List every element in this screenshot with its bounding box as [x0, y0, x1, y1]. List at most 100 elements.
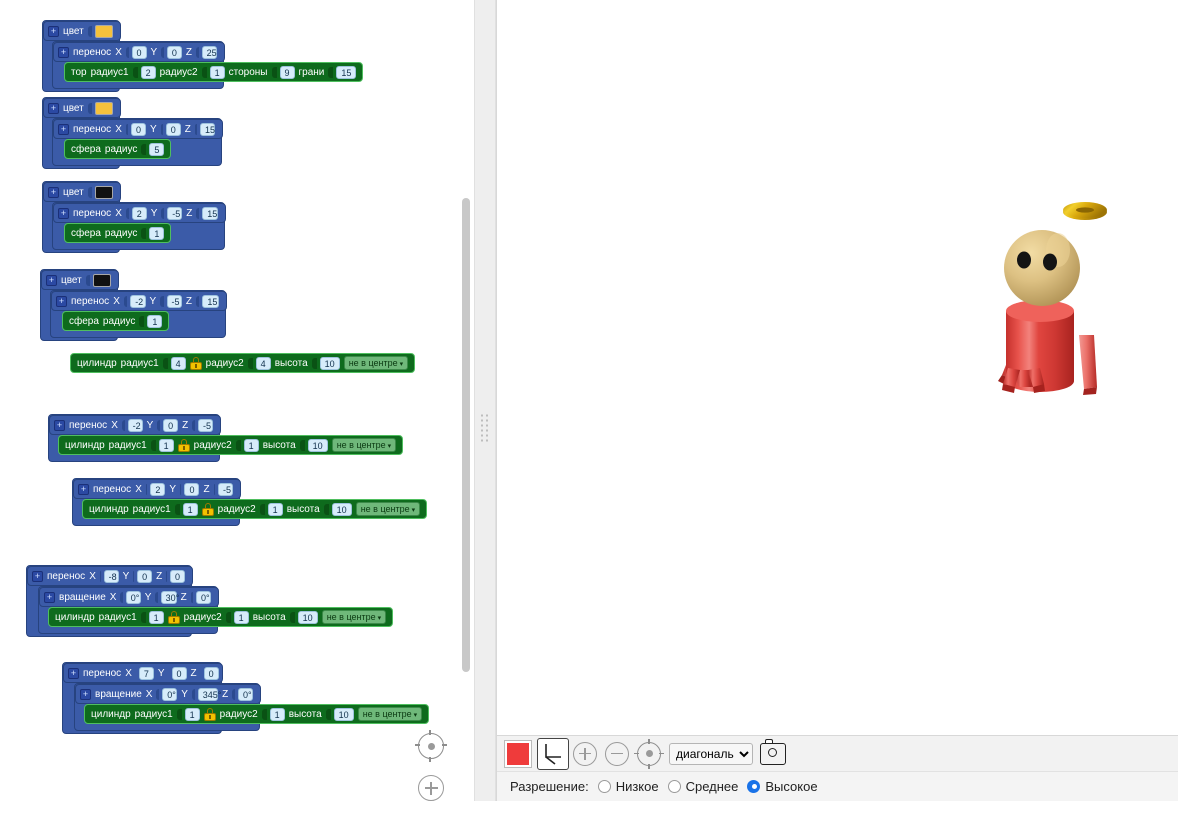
- cylinder-height-input[interactable]: 10: [333, 707, 354, 721]
- lock-icon[interactable]: [177, 438, 190, 452]
- translate-y-input[interactable]: 0: [163, 418, 179, 432]
- sphere-radius-input[interactable]: 1: [147, 314, 163, 328]
- cylinder-radius1-input[interactable]: 1: [182, 502, 198, 516]
- translate-block-eye-left[interactable]: + перенос X -2 Y -5 Z 15: [51, 291, 227, 311]
- color-block-head[interactable]: + цвет: [43, 98, 121, 118]
- cylinder-radius2-input[interactable]: 1: [267, 502, 283, 516]
- cylinder-radius2-input[interactable]: 4: [255, 356, 271, 370]
- rotate-y-input[interactable]: 30°: [160, 590, 179, 604]
- align-dropdown[interactable]: не в центре ▾: [321, 610, 387, 624]
- rotate-block-arm-right[interactable]: + вращение X 0° Y 345° Z 0°: [75, 684, 261, 704]
- translate-x-input[interactable]: 2: [150, 482, 166, 496]
- expander-icon[interactable]: +: [54, 419, 65, 431]
- cylinder-radius2-input[interactable]: 1: [269, 707, 285, 721]
- translate-x-input[interactable]: 7: [138, 666, 154, 680]
- align-dropdown[interactable]: не в центре ▾: [343, 356, 409, 370]
- resolution-option-medium[interactable]: Среднее: [667, 779, 738, 794]
- translate-z-input[interactable]: 0: [203, 666, 219, 680]
- translate-y-input[interactable]: 0: [171, 666, 187, 680]
- color-swatch[interactable]: [95, 101, 113, 115]
- cylinder-radius2-input[interactable]: 1: [233, 610, 249, 624]
- cylinder-block-arm-left[interactable]: цилиндр радиус1 1 радиус2 1 высота 10 не…: [48, 607, 394, 627]
- resolution-option-low[interactable]: Низкое: [597, 779, 659, 794]
- translate-x-input[interactable]: -8: [103, 569, 119, 583]
- rotate-z-input[interactable]: 0°: [237, 687, 253, 701]
- zoom-out-button[interactable]: [601, 737, 633, 770]
- translate-y-input[interactable]: -5: [166, 294, 182, 308]
- translate-y-input[interactable]: 0: [137, 569, 153, 583]
- expander-icon[interactable]: +: [58, 207, 69, 219]
- color-swatch[interactable]: [95, 24, 113, 38]
- translate-block-head[interactable]: + перенос X 0 Y 0 Z 15: [53, 119, 223, 139]
- translate-y-input[interactable]: 0: [184, 482, 200, 496]
- cylinder-height-input[interactable]: 10: [319, 356, 340, 370]
- translate-block-halo[interactable]: + перенос X 0 Y 0 Z 25: [53, 42, 225, 62]
- cylinder-radius1-input[interactable]: 4: [170, 356, 186, 370]
- expander-icon[interactable]: +: [32, 570, 43, 582]
- translate-block-arm-right[interactable]: + перенос X 7 Y 0 Z 0: [63, 663, 223, 683]
- translate-y-input[interactable]: 0: [166, 45, 182, 59]
- axes-toggle-button[interactable]: [537, 737, 569, 770]
- blocks-workspace[interactable]: + цвет + перенос X 0 Y 0 Z 25 тор радиус…: [0, 0, 458, 801]
- splitter-grip-icon[interactable]: [479, 413, 491, 442]
- color-block-eye-right[interactable]: + цвет: [43, 182, 121, 202]
- expander-icon[interactable]: +: [78, 483, 89, 495]
- expander-icon[interactable]: +: [48, 25, 59, 37]
- cylinder-block-leg-right[interactable]: цилиндр радиус1 1 радиус2 1 высота 10 не…: [82, 499, 428, 519]
- expander-icon[interactable]: +: [44, 591, 55, 603]
- workspace-scrollbar[interactable]: [461, 0, 471, 801]
- color-picker-swatch[interactable]: [504, 739, 532, 768]
- align-dropdown[interactable]: не в центре ▾: [357, 707, 423, 721]
- translate-x-input[interactable]: -2: [127, 418, 143, 432]
- color-swatch[interactable]: [93, 273, 111, 287]
- translate-y-input[interactable]: -5: [167, 206, 183, 220]
- viewer-toolbar[interactable]: диагональ: [497, 735, 1178, 771]
- workspace-scrollbar-thumb[interactable]: [462, 198, 470, 672]
- expander-icon[interactable]: +: [58, 123, 69, 135]
- translate-block-arm-left[interactable]: + перенос X -8 Y 0 Z 0: [27, 566, 193, 586]
- radio-icon[interactable]: [667, 780, 681, 793]
- translate-block-leg-right[interactable]: + перенос X 2 Y 0 Z -5: [73, 479, 241, 499]
- expander-icon[interactable]: +: [80, 688, 91, 700]
- cylinder-block-body[interactable]: цилиндр радиус1 4 радиус2 4 высота 10 не…: [70, 353, 416, 373]
- lock-icon[interactable]: [167, 610, 180, 624]
- translate-x-input[interactable]: 0: [131, 45, 147, 59]
- cylinder-block-leg-left[interactable]: цилиндр радиус1 1 радиус2 1 высота 10 не…: [58, 435, 404, 455]
- radio-icon[interactable]: [597, 780, 611, 793]
- center-view-icon[interactable]: [415, 730, 448, 763]
- cylinder-height-input[interactable]: 10: [307, 438, 328, 452]
- cylinder-radius1-input[interactable]: 1: [148, 610, 164, 624]
- translate-z-input[interactable]: 25: [201, 45, 217, 59]
- translate-x-input[interactable]: 2: [131, 206, 147, 220]
- sphere-block-eye-right[interactable]: сфера радиус 1: [64, 223, 172, 243]
- lock-icon[interactable]: [189, 356, 202, 370]
- view-angle-select[interactable]: диагональ: [669, 742, 753, 765]
- rotate-x-input[interactable]: 0°: [125, 590, 141, 604]
- translate-z-input[interactable]: 15: [200, 122, 215, 136]
- translate-block-leg-left[interactable]: + перенос X -2 Y 0 Z -5: [49, 415, 221, 435]
- expander-icon[interactable]: +: [56, 295, 67, 307]
- align-dropdown[interactable]: не в центре ▾: [355, 502, 421, 516]
- lock-icon[interactable]: [203, 707, 216, 721]
- torus-faces-input[interactable]: 15: [336, 65, 357, 79]
- translate-x-input[interactable]: -2: [130, 294, 146, 308]
- rotate-block-arm-left[interactable]: + вращение X 0° Y 30° Z 0°: [39, 587, 219, 607]
- sphere-radius-input[interactable]: 1: [149, 226, 165, 240]
- expander-icon[interactable]: +: [48, 102, 59, 114]
- cylinder-radius1-input[interactable]: 1: [184, 707, 200, 721]
- translate-z-input[interactable]: 15: [202, 206, 219, 220]
- expander-icon[interactable]: +: [68, 667, 79, 679]
- torus-radius1-input[interactable]: 2: [140, 65, 156, 79]
- cylinder-height-input[interactable]: 10: [331, 502, 352, 516]
- rotate-z-input[interactable]: 0°: [196, 590, 212, 604]
- translate-z-input[interactable]: 0: [169, 569, 185, 583]
- cylinder-height-input[interactable]: 10: [297, 610, 318, 624]
- workspace-zoom-controls[interactable]: [415, 730, 450, 817]
- resolution-bar[interactable]: Разрешение: Низкое Среднее Высокое: [497, 771, 1178, 801]
- color-block-halo[interactable]: + цвет: [43, 21, 121, 41]
- expander-icon[interactable]: +: [48, 186, 59, 198]
- color-block-eye-left[interactable]: + цвет: [41, 270, 119, 290]
- torus-block[interactable]: тор радиус1 2 радиус2 1 стороны 9 грани …: [64, 62, 364, 82]
- cylinder-radius1-input[interactable]: 1: [158, 438, 174, 452]
- torus-sides-input[interactable]: 9: [279, 65, 295, 79]
